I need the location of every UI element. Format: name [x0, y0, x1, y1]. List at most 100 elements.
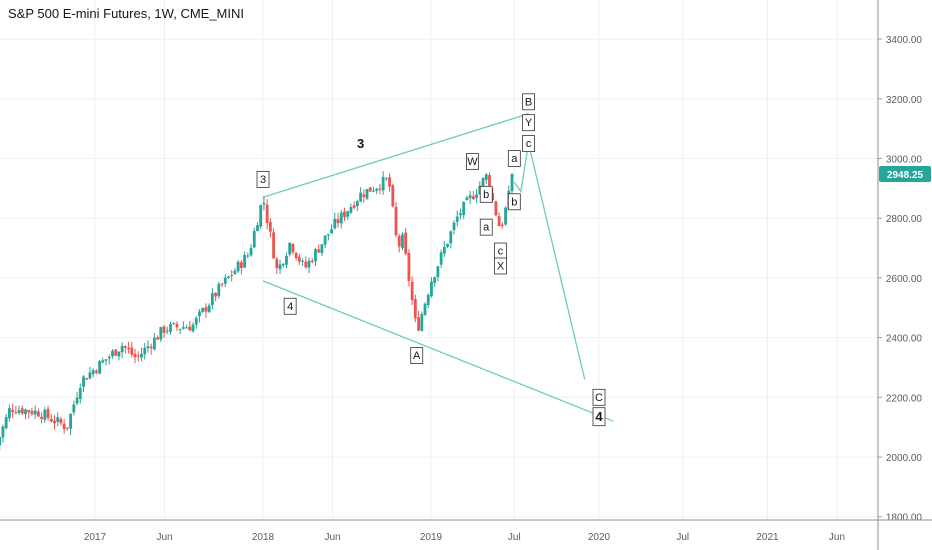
- candle-body: [497, 216, 501, 227]
- candles: [0, 171, 514, 451]
- candle-body: [20, 408, 24, 414]
- candle-body: [442, 247, 446, 254]
- candle-body: [288, 242, 292, 255]
- y-tick-label: 2600.00: [886, 274, 923, 285]
- wave-label-box: [522, 114, 535, 132]
- candle-body: [297, 256, 301, 262]
- x-tick-label: Jul: [508, 532, 521, 543]
- candle-body: [272, 232, 275, 259]
- candle-body: [194, 317, 198, 325]
- trend-line: [262, 113, 529, 198]
- candle-body: [69, 413, 73, 429]
- candle-body: [375, 188, 379, 191]
- candle-body: [310, 260, 314, 262]
- y-tick-label: 2400.00: [886, 334, 923, 345]
- candle-body: [410, 281, 414, 301]
- candle-body: [82, 376, 85, 387]
- wave-label: 3: [256, 170, 270, 188]
- wave-label-box: [479, 185, 493, 203]
- candle-body: [259, 205, 263, 227]
- candle-body: [204, 307, 208, 312]
- wave-label-text: W: [467, 156, 478, 168]
- candle-body: [140, 353, 143, 358]
- candle-body: [459, 213, 462, 216]
- candle-body: [500, 224, 504, 226]
- candle-body: [465, 197, 469, 201]
- wave-label-box: [410, 347, 424, 364]
- wave-label-box: [522, 93, 535, 111]
- candle-body: [223, 277, 227, 284]
- candle-body: [220, 283, 224, 285]
- candle-body: [394, 207, 398, 236]
- candle-body: [426, 294, 430, 306]
- candle-body: [326, 234, 330, 236]
- last-price-tag: [879, 165, 931, 182]
- candle-body: [181, 327, 185, 329]
- trend-line: [262, 280, 614, 422]
- candle-body: [355, 201, 359, 207]
- candle-body: [243, 255, 246, 268]
- candle-body: [407, 252, 411, 282]
- candle-body: [30, 411, 34, 415]
- candle-body: [285, 255, 288, 265]
- candle-body: [349, 207, 353, 213]
- candle-body: [59, 418, 63, 424]
- candle-body: [433, 277, 437, 283]
- wave-label: 3: [357, 136, 364, 151]
- candle-body: [36, 411, 40, 417]
- candle-body: [436, 266, 440, 278]
- candle-body: [352, 205, 356, 208]
- candle-body: [27, 410, 31, 413]
- candle-body: [484, 174, 488, 180]
- candle-body: [420, 313, 424, 331]
- y-tick-label: 3400.00: [886, 35, 923, 46]
- wave-label: Y: [522, 114, 535, 132]
- candle-body: [156, 337, 159, 340]
- candle-body: [17, 410, 21, 413]
- candle-body: [430, 281, 433, 297]
- wave-label-text: a: [483, 222, 490, 234]
- candle-body: [362, 194, 366, 197]
- candle-body: [117, 351, 121, 357]
- candle-body: [65, 427, 69, 429]
- wave-label-text: a: [511, 153, 518, 165]
- candle-body: [397, 236, 401, 247]
- wave-label-box: [256, 170, 270, 188]
- candle-body: [301, 260, 304, 262]
- candle-body: [307, 260, 311, 268]
- candle-body: [278, 264, 282, 270]
- candle-body: [404, 232, 408, 254]
- candle-body: [94, 370, 98, 373]
- wave-label: 4: [592, 407, 606, 427]
- candle-body: [491, 193, 495, 201]
- candle-body: [381, 176, 385, 191]
- candle-body: [320, 244, 324, 254]
- candle-body: [384, 178, 388, 180]
- candle-body: [439, 252, 443, 265]
- candle-body: [488, 175, 491, 194]
- candle-body: [281, 263, 285, 266]
- wave-label: a: [507, 150, 521, 167]
- candle-body: [214, 292, 217, 297]
- candle-body: [1, 426, 5, 438]
- candle-body: [127, 347, 130, 350]
- wave-label-text: A: [413, 350, 421, 362]
- candle-body: [462, 201, 466, 216]
- candle-body: [104, 359, 108, 361]
- candle-body: [262, 202, 266, 205]
- candle-body: [172, 322, 176, 324]
- wave-label: X: [494, 257, 507, 275]
- wave-label-box: [507, 150, 521, 167]
- candle-body: [46, 408, 50, 418]
- candle-body: [40, 416, 44, 420]
- candle-body: [268, 222, 272, 232]
- wave-label-text: X: [497, 260, 505, 272]
- wave-label-box: [592, 388, 606, 406]
- x-tick-label: 2018: [252, 532, 275, 543]
- candle-body: [413, 299, 417, 319]
- wave-label-text: 4: [595, 409, 603, 424]
- candle-body: [33, 410, 37, 415]
- wave-label-box: [479, 218, 493, 236]
- candle-body: [72, 404, 76, 413]
